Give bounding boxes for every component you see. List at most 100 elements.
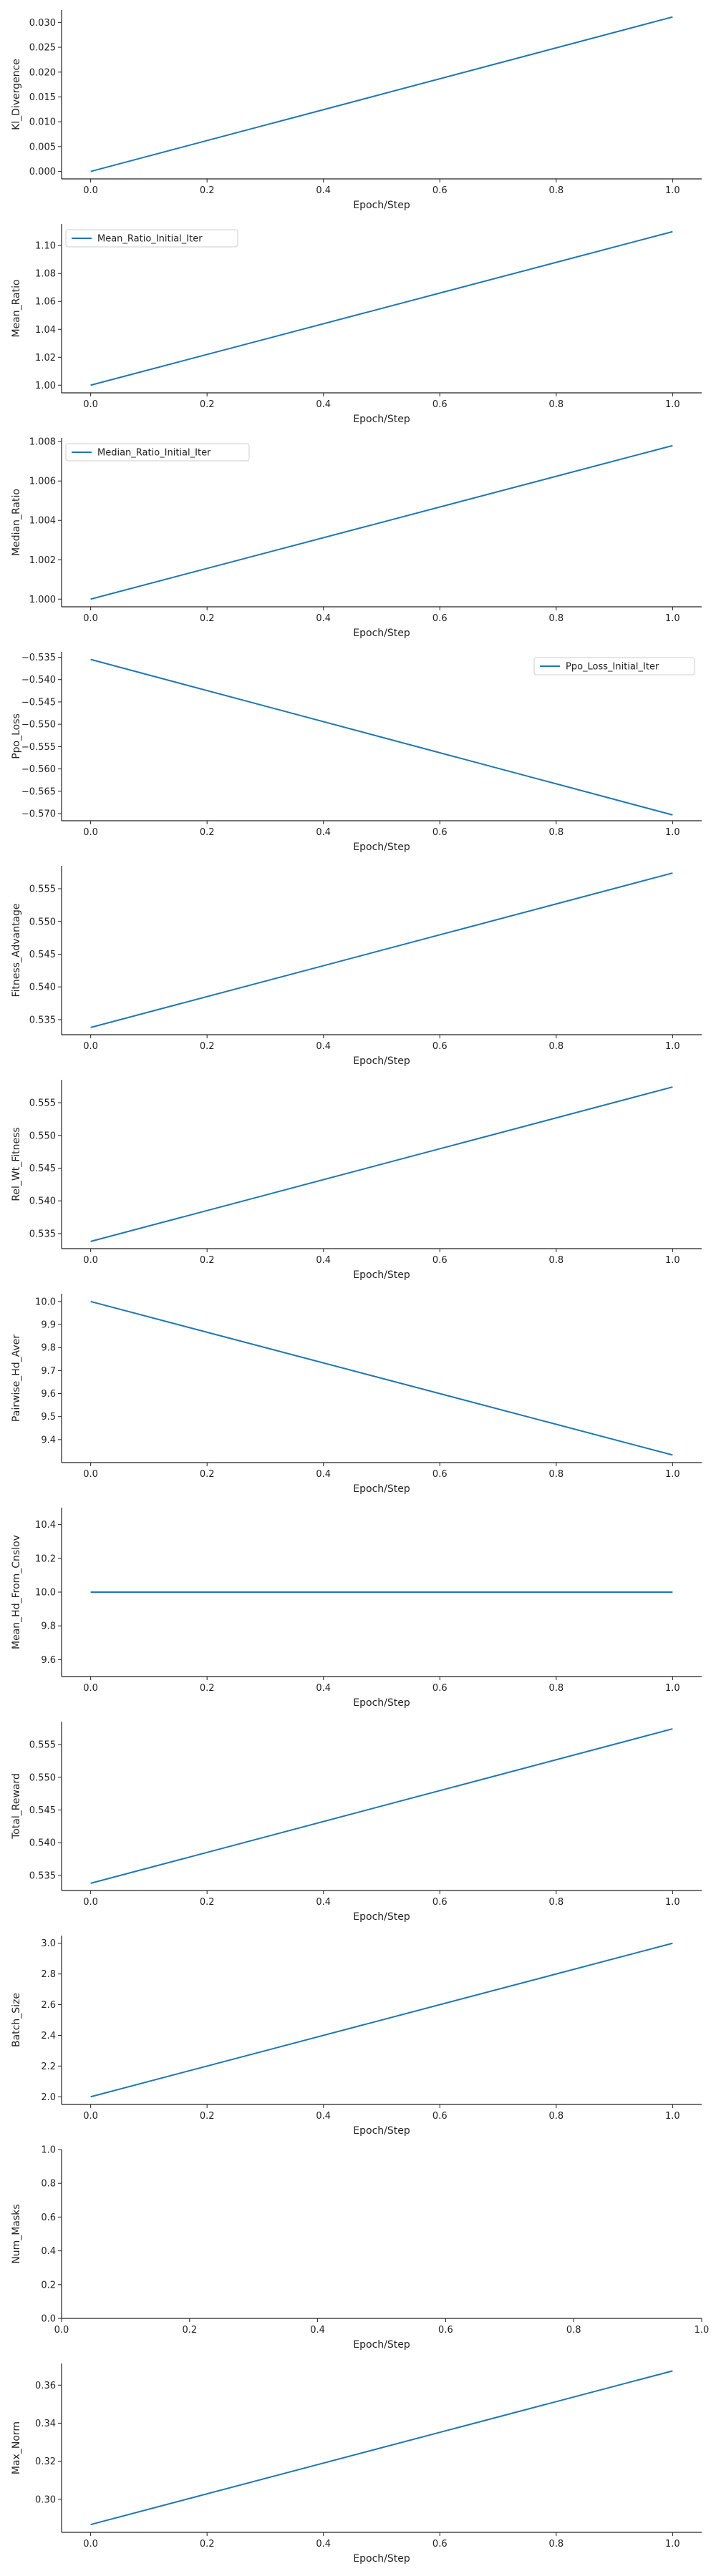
x-tick-label: 0.4	[316, 1469, 331, 1480]
y-tick-label: 0.535	[29, 1229, 56, 1239]
series-line	[90, 2370, 673, 2526]
series-line	[90, 1942, 673, 2098]
chart-panel-5: 0.0 0.2 0.4 0.6 0.8 1.0 0.535 0.540 0.545 0.550 0.…	[11, 866, 702, 1067]
y-axis-label: Max_Norm	[11, 2421, 22, 2474]
x-tick-label: 0.2	[200, 827, 215, 838]
y-tick-label: 0.545	[29, 950, 56, 960]
x-tick-label: 1.0	[665, 185, 680, 196]
legend-label: Ppo_Loss_Initial_Iter	[566, 662, 659, 673]
x-axis-label: Epoch/Step	[353, 414, 410, 425]
y-tick-label: −0.540	[21, 675, 56, 686]
x-tick-label: 0.2	[200, 2111, 215, 2122]
x-tick-label: 0.6	[432, 2539, 448, 2550]
y-tick-label: −0.565	[21, 786, 56, 797]
y-tick-label: 3.0	[41, 1938, 56, 1949]
x-tick-label: 0.6	[432, 827, 448, 838]
chart-panel-3: 0.0 0.2 0.4 0.6 0.8 1.0 1.000 1.002 1.004 1.006 1.…	[11, 437, 702, 639]
y-tick-label: 10.2	[35, 1553, 56, 1564]
y-tick-label: 0.555	[29, 884, 56, 895]
x-tick-label: 0.4	[316, 1255, 331, 1266]
x-axis-label: Epoch/Step	[353, 2339, 410, 2351]
x-axis-label: Epoch/Step	[353, 628, 410, 639]
x-axis-label: Epoch/Step	[353, 1269, 410, 1281]
y-tick-label: 0.545	[29, 1163, 56, 1174]
x-tick-label: 0.6	[432, 1469, 448, 1480]
x-tick-label: 0.2	[200, 1469, 215, 1480]
y-tick-label: 0.540	[29, 1196, 56, 1207]
y-tick-label: 0.550	[29, 917, 56, 927]
series-line	[90, 1086, 673, 1242]
chart-panel-2: 0.0 0.2 0.4 0.6 0.8 1.0 1.00 1.02 1.04 1.06 1.08 1.…	[11, 224, 702, 425]
x-axis-label: Epoch/Step	[353, 200, 410, 211]
y-tick-label: 1.006	[29, 477, 56, 487]
x-tick-label: 1.0	[665, 2539, 680, 2550]
x-tick-label: 0.8	[548, 613, 563, 624]
x-tick-label: 1.0	[665, 1897, 680, 1908]
x-tick-label: 0.2	[200, 613, 215, 624]
y-tick-label: 0.30	[35, 2494, 56, 2505]
legend-box	[65, 443, 250, 462]
y-axis-label: Fitness_Advantage	[11, 903, 22, 997]
x-tick-label: 0.8	[548, 1469, 563, 1480]
y-tick-label: 0.0	[41, 2314, 56, 2325]
x-tick-label: 1.0	[665, 399, 680, 410]
y-tick-label: 9.7	[41, 1366, 56, 1377]
series-line	[90, 1300, 673, 1456]
x-tick-label: 0.8	[566, 2325, 581, 2336]
x-tick-label: 0.6	[432, 1897, 448, 1908]
x-tick-label: 1.0	[665, 1255, 680, 1266]
y-axis-label: Batch_Size	[11, 1993, 22, 2047]
y-tick-label: 9.6	[41, 1389, 56, 1400]
legend-label: Median_Ratio_Initial_Iter	[97, 448, 211, 459]
chart-panel-8: 0.0 0.2 0.4 0.6 0.8 1.0 9.6 9.8 10.0 10.2 10.4 Epoc…	[11, 1508, 702, 1709]
x-tick-label: 0.6	[432, 613, 448, 624]
x-tick-label: 0.8	[548, 2111, 563, 2122]
y-tick-label: 0.550	[29, 1772, 56, 1783]
y-axis-label: Total_Reward	[11, 1773, 22, 1840]
legend-box	[65, 229, 238, 248]
x-tick-label: 0.6	[432, 2111, 448, 2122]
x-tick-label: 0.4	[316, 2111, 331, 2122]
y-tick-label: 1.04	[35, 325, 56, 336]
y-tick-label: 9.8	[41, 1621, 56, 1632]
x-tick-label: 0.8	[548, 1683, 563, 1694]
x-tick-label: 0.2	[200, 1255, 215, 1266]
y-tick-label: 2.2	[41, 2062, 56, 2072]
x-tick-label: 0.4	[316, 2539, 331, 2550]
y-tick-label: 0.555	[29, 1098, 56, 1109]
x-tick-label: 0.2	[182, 2325, 197, 2336]
y-axis-label: Median_Ratio	[11, 489, 22, 556]
series-line	[90, 16, 673, 172]
x-tick-label: 0.6	[432, 1683, 448, 1694]
x-tick-label: 0.2	[200, 185, 215, 196]
y-tick-label: 9.4	[41, 1435, 56, 1445]
x-tick-label: 0.8	[548, 827, 563, 838]
y-axis-label: Ppo_Loss	[11, 713, 22, 759]
y-tick-label: −0.570	[21, 809, 56, 820]
x-axis-label: Epoch/Step	[353, 1483, 410, 1495]
x-tick-label: 0.8	[548, 399, 563, 410]
x-tick-label: 0.0	[83, 2111, 98, 2122]
x-tick-label: 0.4	[310, 2325, 325, 2336]
y-tick-label: 2.8	[41, 1969, 56, 1980]
x-tick-label: 0.2	[200, 1683, 215, 1694]
y-tick-label: −0.535	[21, 653, 56, 663]
y-tick-label: 0.010	[29, 117, 56, 128]
y-tick-label: 0.000	[29, 167, 56, 177]
x-axis-label: Epoch/Step	[353, 2553, 410, 2565]
x-axis-label: Epoch/Step	[353, 2125, 410, 2137]
x-tick-label: 0.0	[83, 1041, 98, 1052]
y-tick-label: 2.6	[41, 2000, 56, 2011]
y-axis-label: Mean_Hd_From_Cnslov	[11, 1535, 22, 1649]
y-tick-label: 0.015	[29, 92, 56, 103]
x-axis-label: Epoch/Step	[353, 1911, 410, 1923]
x-tick-label: 0.0	[54, 2325, 69, 2336]
y-axis-label: Kl_Divergence	[11, 59, 22, 130]
chart-panel-6: 0.0 0.2 0.4 0.6 0.8 1.0 0.535 0.540 0.545 0.550 0.…	[11, 1080, 702, 1281]
x-tick-label: 1.0	[665, 827, 680, 838]
y-tick-label: 0.6	[41, 2212, 56, 2223]
x-tick-label: 0.2	[200, 399, 215, 410]
x-tick-label: 0.0	[83, 1897, 98, 1908]
y-tick-label: 0.555	[29, 1740, 56, 1751]
series-line	[90, 230, 673, 386]
